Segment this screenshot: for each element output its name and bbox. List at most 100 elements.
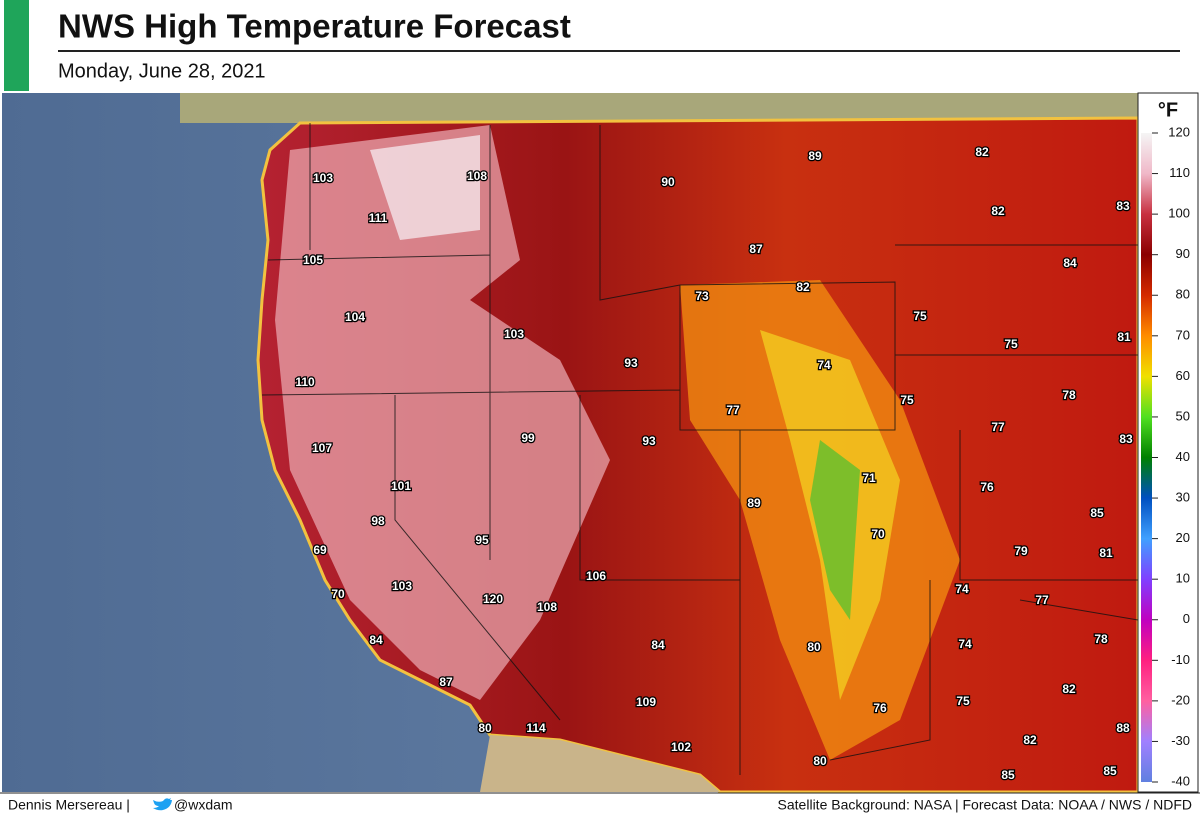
tick-label: 50: [1176, 408, 1190, 423]
tick-label: -30: [1171, 733, 1190, 748]
temp-label: 77: [991, 420, 1005, 434]
temp-label: 95: [475, 533, 489, 547]
temp-label: 88: [1116, 721, 1130, 735]
temp-label: 70: [331, 587, 345, 601]
tick-label: -40: [1171, 773, 1190, 788]
temp-label: 84: [651, 638, 665, 652]
temp-label: 93: [624, 356, 638, 370]
temp-label: 84: [369, 633, 383, 647]
temp-label: 110: [295, 375, 315, 389]
temp-label: 75: [913, 309, 927, 323]
tick-label: 110: [1169, 165, 1190, 180]
twitter-icon: [153, 798, 172, 811]
cool-peaks: [810, 440, 860, 620]
temp-label: 85: [1103, 764, 1117, 778]
state-borders: [261, 123, 1139, 775]
tick-label: -10: [1171, 652, 1190, 667]
temp-label: 108: [537, 600, 557, 614]
temp-label: 75: [956, 694, 970, 708]
temp-label: 109: [636, 695, 656, 709]
tick-label: 70: [1176, 327, 1190, 342]
temp-label: 87: [439, 675, 453, 689]
tick-label: 100: [1168, 206, 1190, 221]
footer-credits: Satellite Background: NASA | Forecast Da…: [778, 797, 1192, 813]
temp-label: 102: [671, 740, 691, 754]
temp-label: 84: [1063, 256, 1077, 270]
temp-label: 82: [1023, 733, 1037, 747]
temp-label: 80: [807, 640, 821, 654]
legend-unit: °F: [1158, 99, 1178, 121]
title: NWS High Temperature Forecast: [58, 8, 571, 45]
tick-label: 20: [1176, 530, 1190, 545]
tick-label: 60: [1176, 368, 1190, 383]
tick-label: 40: [1176, 449, 1190, 464]
temp-label: 69: [313, 543, 327, 557]
tick-label: -20: [1171, 692, 1190, 707]
subtitle: Monday, June 28, 2021: [58, 60, 266, 82]
temp-label: 103: [504, 327, 524, 341]
temp-label: 81: [1117, 330, 1131, 344]
accent-bar: [4, 0, 29, 91]
tick-label: 10: [1176, 571, 1190, 586]
temp-label: 103: [313, 171, 333, 185]
temp-label: 104: [345, 310, 365, 324]
temp-label: 98: [371, 514, 385, 528]
temp-label: 89: [808, 149, 822, 163]
temp-label: 107: [312, 441, 332, 455]
tick-label: 120: [1168, 124, 1190, 139]
temp-label: 82: [1062, 682, 1076, 696]
color-bar: [1141, 133, 1152, 782]
hot-region: [275, 125, 610, 700]
temp-label: 93: [642, 434, 656, 448]
temp-label: 79: [1014, 544, 1028, 558]
footer-handle: @wxdam: [174, 797, 233, 813]
tick-label: 30: [1176, 490, 1190, 505]
temp-label: 80: [813, 754, 827, 768]
footer-author: Dennis Mersereau |: [8, 797, 130, 813]
temp-label: 75: [1004, 337, 1018, 351]
temp-label: 83: [1116, 199, 1130, 213]
temp-label: 103: [392, 579, 412, 593]
temp-label: 101: [391, 479, 411, 493]
temp-label: 76: [980, 480, 994, 494]
temp-label: 105: [303, 253, 323, 267]
temp-label: 87: [749, 242, 763, 256]
temp-label: 106: [586, 569, 606, 583]
temp-label: 71: [862, 471, 876, 485]
temp-label: 70: [871, 527, 885, 541]
temperature-labels: 103 111 108 90 89 82 82 83 105 87 82 84 73 104 103 75 75…: [294, 144, 1134, 784]
temp-label: 78: [1094, 632, 1108, 646]
temp-label: 90: [661, 175, 675, 189]
temp-label: 82: [991, 204, 1005, 218]
temp-label: 82: [796, 280, 810, 294]
temp-label: 77: [1035, 593, 1049, 607]
temp-label: 77: [726, 403, 740, 417]
temp-label: 74: [955, 582, 969, 596]
mexico: [480, 735, 720, 792]
temp-label: 108: [467, 169, 487, 183]
tick-label: 80: [1176, 287, 1190, 302]
temp-label: 114: [526, 721, 546, 735]
temp-label: 74: [817, 358, 831, 372]
temp-label: 81: [1099, 546, 1113, 560]
hot-core: [370, 135, 480, 240]
temp-label: 74: [958, 637, 972, 651]
temp-label: 82: [975, 145, 989, 159]
temp-label: 76: [873, 701, 887, 715]
temp-label: 83: [1119, 432, 1133, 446]
temp-label: 78: [1062, 388, 1076, 402]
temp-label: 75: [900, 393, 914, 407]
map: 103 111 108 90 89 82 82 83 105 87 82 84 73 104 103 75 75…: [2, 93, 1140, 794]
temp-label: 73: [695, 289, 709, 303]
temp-label: 80: [478, 721, 492, 735]
temp-label: 120: [483, 592, 503, 606]
temp-label: 85: [1001, 768, 1015, 782]
tick-label: 0: [1183, 611, 1190, 626]
temp-label: 89: [747, 496, 761, 510]
tick-label: 90: [1176, 246, 1190, 261]
temp-label: 85: [1090, 506, 1104, 520]
temp-label: 111: [369, 211, 388, 225]
